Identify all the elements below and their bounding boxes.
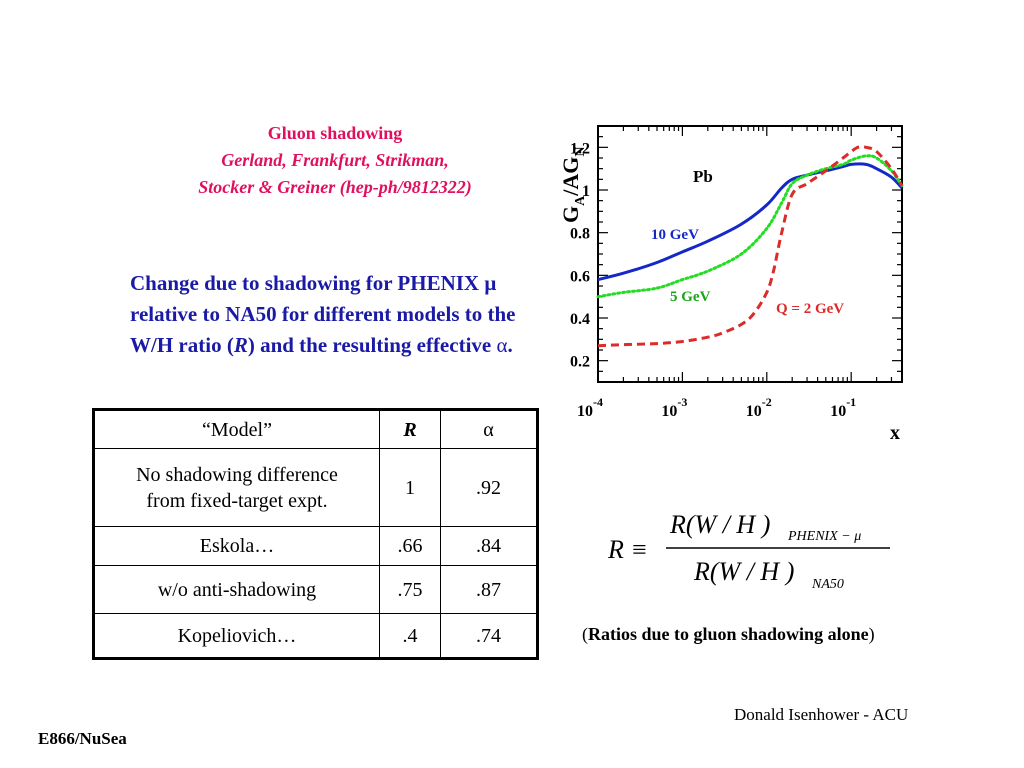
y-tick-label: 0.4: [570, 311, 590, 328]
row-r: .75: [379, 565, 441, 614]
y-axis-label: GA/AGN: [560, 147, 588, 224]
row-model: w/o anti-shadowing: [93, 565, 380, 614]
series-line-0: [597, 162, 904, 282]
description-main: Change due to shadowing for PHENIX μ rel…: [130, 271, 516, 357]
table-row: Eskola… .66 .84: [93, 526, 538, 566]
series-label-5gev: 5 GeV: [670, 289, 711, 305]
equation-denominator-sub: NA50: [811, 577, 844, 592]
row-model-line1: No shadowing difference: [136, 463, 338, 486]
reference-authors: Gerland, Frankfurt, Strikman,: [221, 150, 449, 170]
row-model: Kopeliovich…: [93, 613, 380, 659]
row-model-line2: from fixed-target expt.: [146, 489, 328, 512]
row-alpha: .87: [440, 565, 538, 614]
x-tick-label: 10-3: [661, 395, 687, 420]
experiment-footer: E866/NuSea: [38, 729, 127, 748]
series-label-2gev: Q = 2 GeV: [776, 301, 844, 317]
equation-denominator: R(W / H ): [693, 557, 794, 586]
description-symbol-r: R: [233, 333, 248, 357]
y-tick-label: 0.2: [570, 354, 590, 371]
table-row: w/o anti-shadowing .75 .87: [93, 565, 538, 614]
annotation-pb: Pb: [693, 167, 713, 186]
equation-caption: (Ratios due to gluon shadowing alone): [582, 624, 875, 645]
row-alpha: .84: [440, 526, 538, 566]
header-alpha: α: [440, 409, 538, 449]
x-tick-label: 10-4: [577, 395, 603, 420]
chart-ticks: [597, 125, 903, 383]
row-alpha: .74: [440, 613, 538, 659]
series-line-1: [596, 154, 904, 299]
series-label-10gev: 10 GeV: [651, 227, 699, 243]
row-r: .4: [379, 613, 441, 659]
y-label-sub-a: A: [573, 195, 588, 206]
reference-title: Gluon shadowing: [267, 123, 403, 143]
table-header-row: “Model” R α: [93, 409, 538, 449]
shadowing-chart: 0.2 0.4 0.6 0.8 1 1.2 10-4 10-3 10-2 10-1 GA/AGN…: [560, 125, 904, 444]
caption-close: ): [868, 624, 875, 644]
reference-header: Gluon shadowing Gerland, Frankfurt, Stri…: [150, 120, 520, 201]
y-label-mid: /AG: [560, 157, 583, 197]
row-r: 1: [379, 448, 441, 527]
row-r: .66: [379, 526, 441, 566]
description-text: Change due to shadowing for PHENIX μ rel…: [130, 268, 530, 361]
reference-authors-cont: Stocker & Greiner (hep-ph/9812322): [198, 177, 472, 197]
equation-lhs: R ≡: [608, 535, 648, 564]
y-tick-labels: 0.2 0.4 0.6 0.8 1 1.2: [570, 140, 590, 370]
model-table: “Model” R α No shadowing difference from…: [92, 408, 539, 660]
row-alpha: .92: [440, 448, 538, 527]
x-tick-label: 10-2: [746, 395, 772, 420]
y-label-g1: G: [560, 206, 583, 223]
description-symbol-alpha: α: [496, 333, 508, 357]
row-model: Eskola…: [93, 526, 380, 566]
author-credit: Donald Isenhower - ACU: [734, 705, 909, 724]
table-row: No shadowing difference from fixed-targe…: [93, 448, 538, 527]
y-tick-label: 1: [582, 183, 590, 200]
y-tick-label: 1.2: [570, 140, 590, 157]
header-r: R: [379, 409, 441, 449]
row-model: No shadowing difference from fixed-targe…: [93, 448, 380, 527]
x-tick-label: 10-1: [830, 395, 856, 420]
r-definition-equation: R ≡ R(W / H ) PHENIX − μ R(W / H ) NA50: [608, 510, 890, 592]
caption-open: (: [582, 624, 588, 644]
y-label-sub-n: N: [573, 147, 588, 157]
description-mid: ) and the resulting effective: [247, 333, 497, 357]
y-tick-label: 0.6: [570, 268, 590, 285]
table-row: Kopeliovich… .4 .74: [93, 613, 538, 659]
x-axis-label: x: [890, 422, 900, 444]
chart-series: [596, 145, 904, 348]
y-tick-label: 0.8: [570, 226, 590, 243]
y-axis-label-group: GA/AGN: [560, 147, 588, 224]
equation-numerator: R(W / H ): [669, 510, 770, 539]
caption-text: Ratios due to gluon shadowing alone: [588, 624, 869, 644]
series-line-2: [597, 145, 904, 348]
equation-numerator-sub: PHENIX − μ: [787, 529, 861, 544]
x-tick-labels: 10-4 10-3 10-2 10-1: [577, 395, 856, 420]
header-model: “Model”: [93, 409, 380, 449]
description-end: .: [507, 333, 513, 357]
